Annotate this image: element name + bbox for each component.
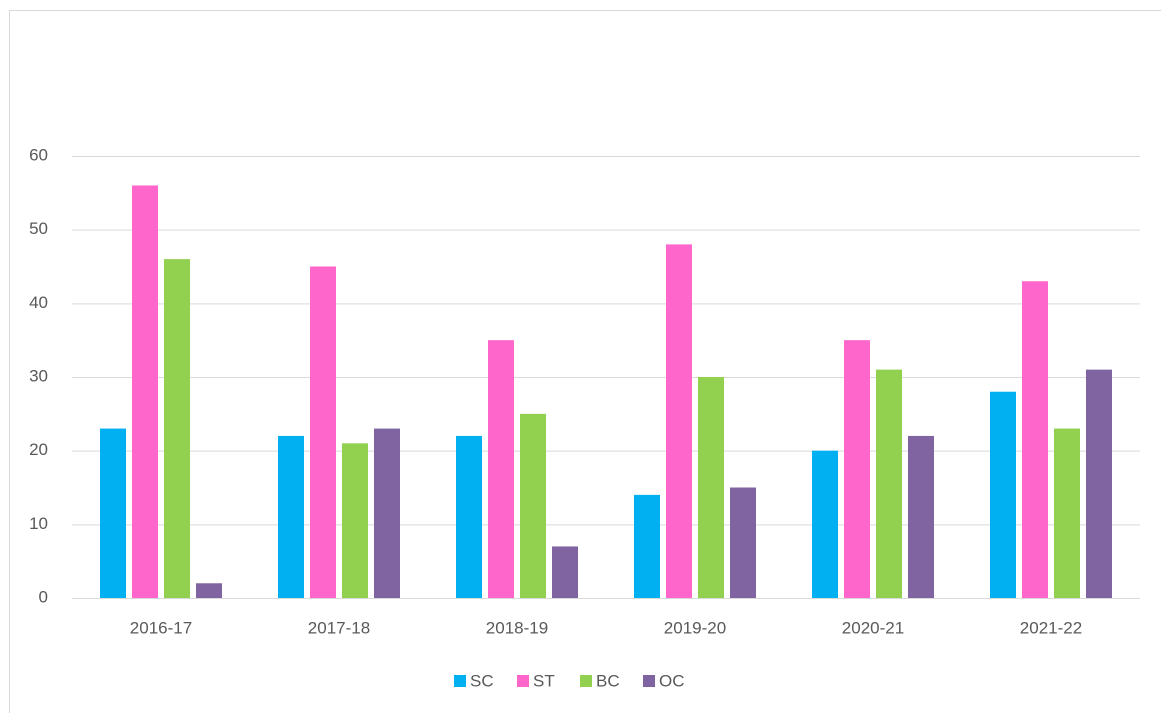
bar: [1054, 428, 1080, 598]
legend-swatch: [517, 675, 529, 687]
legend-label: SC: [470, 671, 494, 690]
bar: [908, 435, 934, 598]
bar: [876, 369, 902, 598]
bar: [698, 377, 724, 598]
legend-label: OC: [659, 671, 685, 690]
bar: [100, 428, 126, 598]
x-tick-label: 2020-21: [842, 618, 904, 637]
bar: [844, 340, 870, 598]
bar: [278, 435, 304, 598]
bar: [634, 494, 660, 598]
bar: [342, 443, 368, 598]
chart-border: [9, 10, 1161, 713]
bar: [812, 450, 838, 598]
bar: [1086, 369, 1112, 598]
x-tick-label: 2019-20: [664, 618, 726, 637]
x-tick-label: 2016-17: [130, 618, 192, 637]
bar: [196, 583, 222, 598]
bar: [374, 428, 400, 598]
bar: [132, 185, 158, 598]
y-tick-label: 50: [29, 219, 48, 238]
bar: [310, 266, 336, 598]
y-tick-label: 60: [29, 145, 48, 164]
y-tick-label: 0: [39, 587, 48, 606]
y-tick-label: 40: [29, 293, 48, 312]
bar: [666, 244, 692, 598]
legend-label: BC: [596, 671, 620, 690]
bar: [456, 435, 482, 598]
legend-swatch: [454, 675, 466, 687]
bar: [488, 340, 514, 598]
bar: [990, 391, 1016, 598]
y-tick-label: 20: [29, 440, 48, 459]
y-tick-label: 30: [29, 366, 48, 385]
x-tick-label: 2021-22: [1020, 618, 1082, 637]
legend-swatch: [643, 675, 655, 687]
bar: [730, 487, 756, 598]
bar: [520, 413, 546, 598]
x-tick-label: 2017-18: [308, 618, 370, 637]
y-tick-label: 10: [29, 514, 48, 533]
legend-swatch: [580, 675, 592, 687]
bar: [552, 546, 578, 598]
x-tick-label: 2018-19: [486, 618, 548, 637]
bar: [1022, 281, 1048, 598]
legend-label: ST: [533, 671, 555, 690]
bar: [164, 259, 190, 598]
